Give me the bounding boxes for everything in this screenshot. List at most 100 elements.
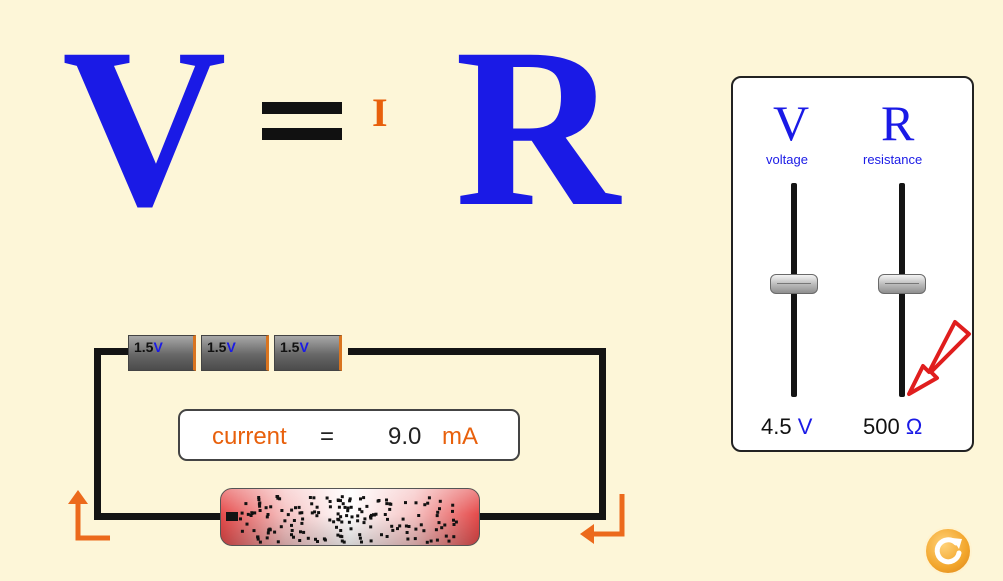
electron-dot [356,519,360,523]
electron-dot [290,508,294,512]
electron-dot [279,525,283,529]
electron-dot [310,502,314,506]
electron-dot [325,496,329,500]
electron-dot [239,517,242,521]
electron-dot [315,514,319,518]
electron-dot [306,536,310,540]
electron-dot [340,520,344,524]
electron-dot [385,535,389,538]
electron-dot [302,530,306,534]
electron-dot [372,513,375,517]
electron-dot [258,509,262,512]
electron-dot [388,507,392,511]
electron-dot [425,540,429,544]
electron-dot [454,520,458,524]
electron-dot [396,527,399,531]
battery-unit: V [299,339,309,355]
electron-dot [286,513,290,517]
current-direction-arrow-icon [68,490,110,541]
electron-dot [258,504,262,508]
electron-dot [240,511,244,515]
electron-dot [451,503,455,507]
current-readout-box: current = 9.0 mA [178,409,520,461]
electron-dot [434,528,438,532]
electron-dot [359,497,362,501]
resistor [220,488,480,546]
electron-dot [280,509,284,512]
battery: 1.5V [274,335,342,371]
wire-bottom-left [94,513,224,520]
equation-resistance-symbol: R [455,2,620,254]
electron-dot [283,519,287,523]
electron-dot [298,539,302,542]
electron-dots [239,495,458,544]
electron-dot [417,514,421,517]
resistance-value: 500 [863,414,900,439]
electron-dot [297,505,301,509]
electron-dot [276,496,280,500]
battery-unit: V [153,339,163,355]
current-direction-arrow-icon [580,494,625,544]
voltage-readout: 4.5 V [761,414,812,440]
electron-dot [385,498,388,502]
electron-dot [348,499,352,503]
reset-button[interactable] [924,527,972,575]
electron-dot [252,529,256,533]
electron-dot [405,531,409,534]
electron-dot [317,511,321,515]
electron-dot [338,534,342,538]
electron-dot [390,524,394,528]
electron-dot [427,496,431,500]
electron-dot [336,517,340,521]
electron-dot [429,539,433,543]
current-value: 9.0 [388,423,422,450]
current-label: current [212,423,287,450]
electron-dot [362,521,366,525]
equation-equals-sign [262,100,342,142]
electron-dot [452,523,456,526]
electron-dot [363,517,367,521]
electron-dot [335,525,338,529]
electron-dot [349,527,353,531]
electron-dot [356,514,360,518]
resistance-symbol: R [881,95,915,151]
electron-dot [339,499,342,503]
electron-dot [343,505,347,509]
electron-dot [342,540,346,544]
voltage-slider-thumb[interactable] [770,274,818,294]
electron-dot [266,513,270,516]
electron-dot [328,518,332,522]
electron-dot [340,495,344,499]
electron-dot [341,502,345,506]
electron-dot [301,517,305,521]
electron-dot [380,533,383,537]
resistance-unit: Ω [905,414,923,439]
battery: 1.5V [201,335,269,371]
electron-dot [360,510,364,514]
electron-dot [385,502,389,506]
electron-dot [290,533,293,537]
electron-dot [308,496,312,499]
resistance-slider-thumb[interactable] [878,274,926,294]
electron-dot [316,540,319,543]
voltage-label: voltage [766,152,808,167]
electron-dot [362,496,366,500]
wire-right [599,348,606,520]
electron-dot [264,506,268,510]
electron-dot [419,523,423,527]
electron-dot [438,499,442,503]
electron-dot [436,510,440,514]
wire-left [94,348,101,520]
electron-dot [398,524,402,528]
electron-dot [268,527,272,531]
electron-dot [414,501,418,505]
electron-dot [276,495,280,499]
electron-dot [386,517,389,521]
electron-dot [336,512,340,516]
electron-dot [414,527,418,531]
electron-dot [383,513,387,516]
electron-dot [294,506,297,510]
electron-dot [426,501,430,505]
electron-dot [358,533,362,537]
electron-dot [452,518,455,522]
